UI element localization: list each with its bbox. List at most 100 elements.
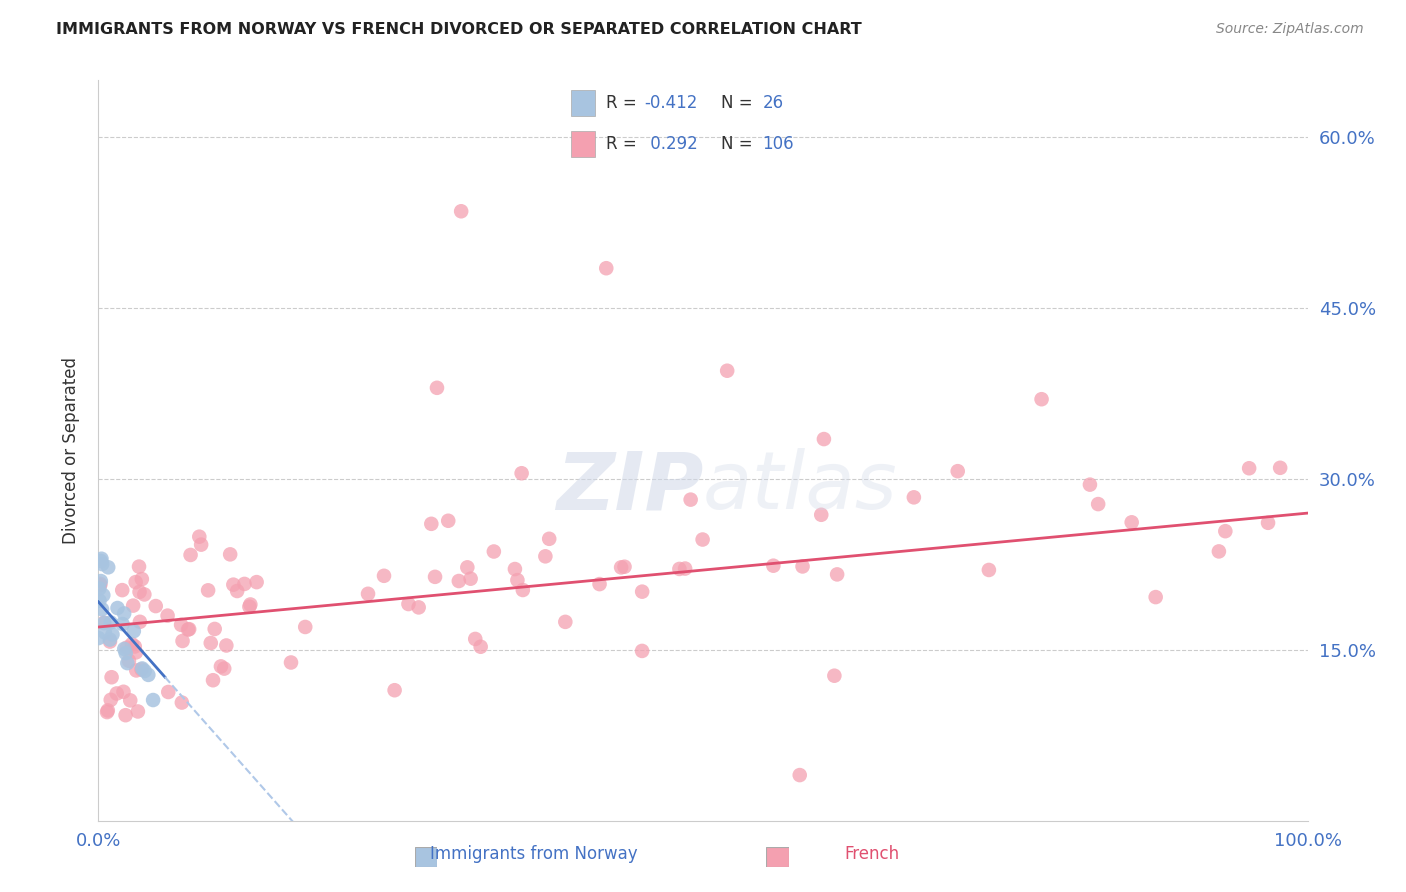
Point xyxy=(212,662,235,676)
Point xyxy=(673,561,696,575)
Point xyxy=(534,549,557,564)
Point xyxy=(903,491,925,505)
Point xyxy=(114,708,136,723)
Point xyxy=(125,664,148,678)
Point xyxy=(142,693,165,707)
Point xyxy=(93,616,115,631)
Point xyxy=(460,572,482,586)
Point xyxy=(1031,392,1053,407)
Point xyxy=(131,663,153,677)
Point xyxy=(118,654,141,668)
Point xyxy=(510,467,533,481)
Point xyxy=(100,693,122,707)
Point xyxy=(610,560,633,574)
Point xyxy=(595,261,617,276)
Point xyxy=(128,585,150,599)
Text: atlas: atlas xyxy=(703,449,898,526)
Point xyxy=(423,570,446,584)
Point xyxy=(209,659,232,673)
Point xyxy=(124,640,146,654)
Point xyxy=(121,637,143,651)
Point xyxy=(233,577,256,591)
Point xyxy=(1208,544,1230,558)
Point xyxy=(1270,460,1292,475)
Point xyxy=(90,554,112,568)
Point xyxy=(188,530,211,544)
Point xyxy=(90,551,112,566)
Point xyxy=(222,577,245,591)
Point xyxy=(482,544,505,558)
Point xyxy=(98,634,121,648)
Point xyxy=(190,538,212,552)
Point xyxy=(90,574,112,588)
Point xyxy=(631,584,654,599)
Point xyxy=(128,559,150,574)
Bar xyxy=(571,90,595,116)
Point xyxy=(94,625,117,640)
Point xyxy=(145,599,167,613)
Point xyxy=(219,547,242,561)
Point xyxy=(100,670,122,684)
Point xyxy=(294,620,316,634)
Point xyxy=(101,627,124,641)
Point xyxy=(792,559,814,574)
Point xyxy=(357,587,380,601)
Point xyxy=(177,623,200,637)
Point xyxy=(977,563,1000,577)
Point xyxy=(179,622,201,636)
Point xyxy=(280,656,302,670)
Point xyxy=(127,705,149,719)
Point xyxy=(226,584,249,599)
Point xyxy=(197,583,219,598)
Text: 106: 106 xyxy=(762,135,794,153)
Point xyxy=(506,573,529,587)
Point xyxy=(503,562,526,576)
Point xyxy=(93,615,115,630)
Text: Source: ZipAtlas.com: Source: ZipAtlas.com xyxy=(1216,22,1364,37)
Point xyxy=(122,624,145,639)
Point xyxy=(89,577,111,591)
Point xyxy=(588,577,610,591)
Point xyxy=(114,646,136,660)
Point xyxy=(124,575,146,590)
Point xyxy=(679,492,702,507)
Text: R =: R = xyxy=(606,135,643,153)
Point xyxy=(111,583,134,598)
Point xyxy=(157,685,180,699)
Text: N =: N = xyxy=(721,95,758,112)
Text: IMMIGRANTS FROM NORWAY VS FRENCH DIVORCED OR SEPARATED CORRELATION CHART: IMMIGRANTS FROM NORWAY VS FRENCH DIVORCE… xyxy=(56,22,862,37)
Point xyxy=(115,640,138,655)
Point xyxy=(631,644,654,658)
Point xyxy=(420,516,443,531)
Point xyxy=(239,598,262,612)
Point xyxy=(156,608,179,623)
Point xyxy=(200,636,222,650)
Point xyxy=(105,686,128,700)
Point xyxy=(112,641,135,656)
Point xyxy=(810,508,832,522)
Point xyxy=(1257,516,1279,530)
Point xyxy=(1144,590,1167,604)
Point xyxy=(384,683,406,698)
Point xyxy=(1237,461,1260,475)
Text: Immigrants from Norway: Immigrants from Norway xyxy=(430,846,638,863)
Point xyxy=(112,685,135,699)
Point xyxy=(91,588,114,602)
Point xyxy=(98,632,121,647)
Point xyxy=(100,615,122,630)
Point xyxy=(89,593,111,607)
Point xyxy=(170,696,193,710)
Point xyxy=(120,693,142,707)
Point xyxy=(450,204,472,219)
Text: -0.412: -0.412 xyxy=(644,95,697,112)
Point xyxy=(91,557,114,571)
Point xyxy=(131,572,153,586)
Point xyxy=(456,560,478,574)
Point xyxy=(825,567,848,582)
Point xyxy=(437,514,460,528)
Point xyxy=(823,669,845,683)
Point xyxy=(89,578,111,592)
Point xyxy=(613,559,636,574)
Point xyxy=(122,599,145,613)
Point xyxy=(538,532,561,546)
